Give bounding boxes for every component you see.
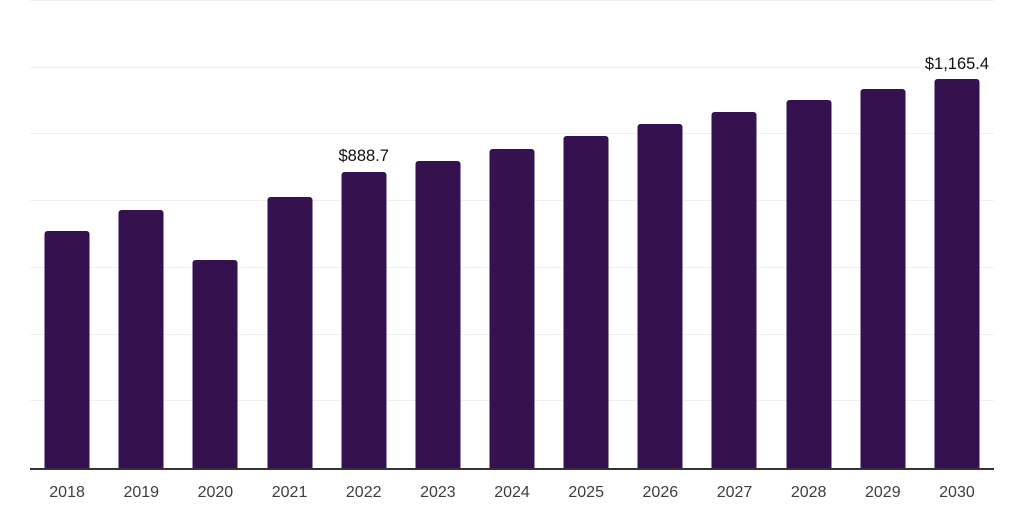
bar-2030 xyxy=(934,79,980,468)
x-axis-label-2022: 2022 xyxy=(345,484,382,501)
x-axis-label-2030: 2030 xyxy=(939,484,975,501)
plot-area: $888.7 $1,165.4 xyxy=(30,0,994,470)
bar-2029 xyxy=(860,89,906,468)
bar-2028 xyxy=(786,99,832,468)
bar-slot-2020 xyxy=(178,0,252,468)
bar-2025 xyxy=(563,136,609,468)
x-axis-label-2026: 2026 xyxy=(642,484,679,501)
bar-2024 xyxy=(489,149,535,468)
value-label-2030: $1,165.4 xyxy=(924,54,990,73)
bar-2026 xyxy=(637,124,683,468)
bar-slot-2028 xyxy=(772,0,846,468)
value-label-2022: $888.7 xyxy=(338,147,389,166)
bar-slot-2021 xyxy=(252,0,326,468)
bar-2019 xyxy=(118,209,164,468)
x-axis-label-2028: 2028 xyxy=(790,484,827,501)
x-axis-label-2025: 2025 xyxy=(568,484,604,501)
bar-slot-2024 xyxy=(475,0,549,468)
x-axis-line xyxy=(30,468,994,470)
gridline-1400 xyxy=(30,0,994,1)
bar-slot-2019 xyxy=(104,0,178,468)
gridline-1200 xyxy=(30,66,994,68)
bars-row: $888.7 $1,165.4 xyxy=(30,0,994,468)
bar-slot-2030: $1,165.4 xyxy=(920,0,994,468)
x-axis-label-2021: 2021 xyxy=(271,484,308,501)
x-axis-label-2024: 2024 xyxy=(494,484,530,501)
bar-slot-2018 xyxy=(30,0,104,468)
bar-slot-2026 xyxy=(623,0,697,468)
bar-slot-2022: $888.7 xyxy=(327,0,401,468)
x-axis-label-2018: 2018 xyxy=(49,484,85,501)
bar-slot-2027 xyxy=(697,0,771,468)
x-axis-label-2029: 2029 xyxy=(865,484,901,501)
bar-2027 xyxy=(711,112,757,468)
x-axis-label-2019: 2019 xyxy=(123,484,160,501)
bar-2018 xyxy=(44,230,90,468)
bar-2023 xyxy=(415,160,461,468)
x-axis-label-2020: 2020 xyxy=(197,484,234,501)
bar-slot-2029 xyxy=(846,0,920,468)
bar-2020 xyxy=(192,259,238,468)
x-axis-label-2023: 2023 xyxy=(420,484,456,501)
bar-slot-2023 xyxy=(401,0,475,468)
x-axis-labels: 2018 2019 2020 2021 2022 2023 2024 2025 2026 2027… xyxy=(30,483,994,502)
x-axis-label-2027: 2027 xyxy=(716,484,753,501)
bar-2022 xyxy=(341,171,387,468)
gridline-1000 xyxy=(30,133,994,135)
bar-2021 xyxy=(267,197,313,468)
bar-slot-2025 xyxy=(549,0,623,468)
